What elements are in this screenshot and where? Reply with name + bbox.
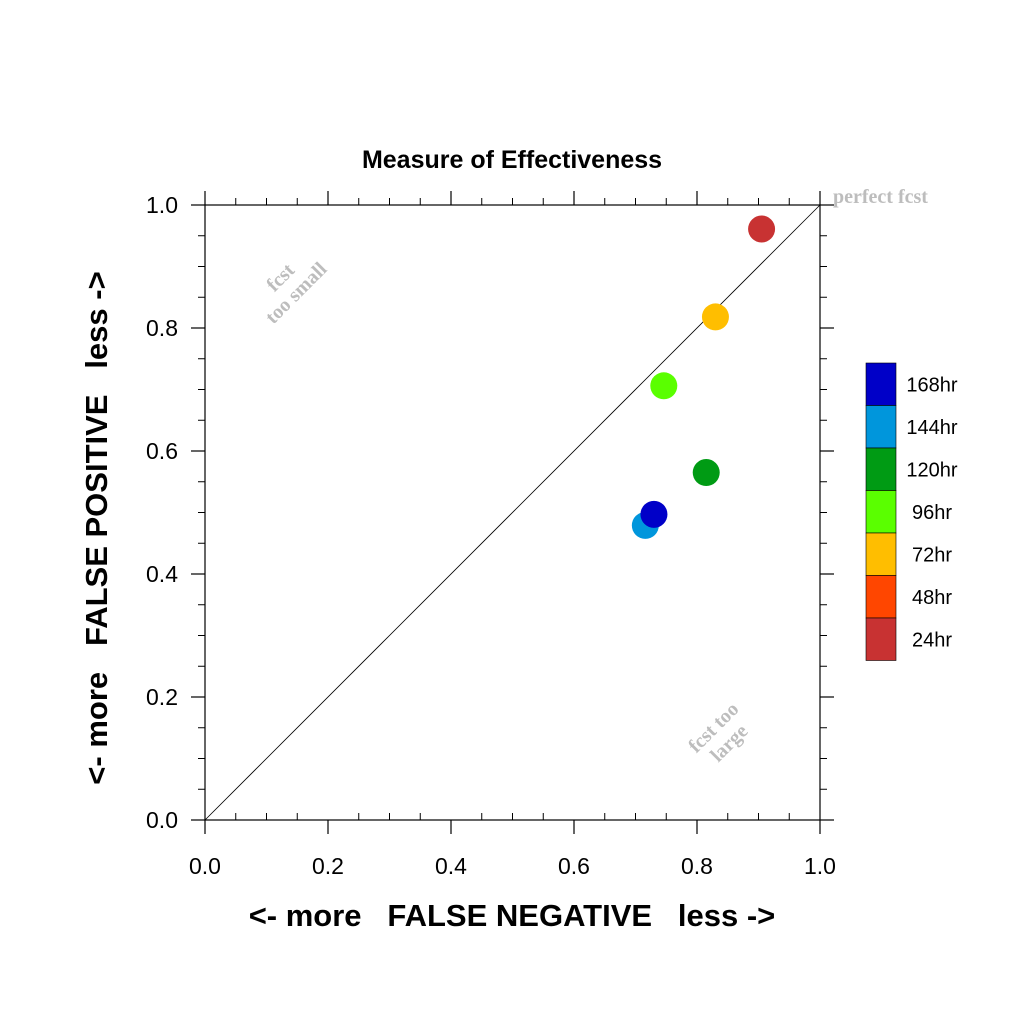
annotation-fcst-too-small: fcst too small	[261, 258, 331, 328]
legend-swatch-48hr	[865, 575, 897, 619]
y-tick-label: 0.2	[146, 684, 178, 710]
point-72hr	[701, 303, 729, 331]
y-tick-label: 0.0	[146, 807, 178, 833]
y-axis-label: <- more FALSE POSITIVE less ->	[79, 271, 114, 784]
legend-swatch-120hr	[865, 447, 897, 491]
legend: 168hr 144hr 120hr 96hr 72hr 48hr 24hr	[865, 362, 958, 661]
annotation-perfect-fcst: perfect fcst	[833, 186, 928, 208]
x-tick-label: 0.2	[312, 853, 344, 879]
x-tick-labels: 0.0 0.2 0.4 0.6 0.8 1.0	[189, 853, 836, 879]
annotation-too-small-line-2: too small	[261, 258, 331, 328]
point-24hr	[748, 215, 776, 243]
x-tick-label: 0.6	[558, 853, 590, 879]
point-96hr	[650, 372, 678, 400]
x-tick-label: 1.0	[804, 853, 836, 879]
legend-swatch-168hr	[865, 362, 897, 406]
y-tick-labels: 0.0 0.2 0.4 0.6 0.8 1.0	[146, 192, 178, 833]
legend-swatch-72hr	[865, 532, 897, 576]
data-points	[631, 215, 776, 539]
legend-swatch-24hr	[865, 617, 897, 661]
point-120hr	[692, 459, 720, 487]
legend-swatch-96hr	[865, 490, 897, 534]
major-ticks	[191, 191, 834, 834]
x-tick-label: 0.0	[189, 853, 221, 879]
legend-label-144hr: 144hr	[906, 417, 957, 439]
legend-label-96hr: 96hr	[912, 502, 952, 524]
y-tick-label: 0.8	[146, 315, 178, 341]
y-tick-label: 0.4	[146, 561, 178, 587]
x-tick-label: 0.8	[681, 853, 713, 879]
legend-label-168hr: 168hr	[906, 374, 957, 396]
legend-swatch-144hr	[865, 405, 897, 449]
legend-label-48hr: 48hr	[912, 587, 952, 609]
y-tick-label: 1.0	[146, 192, 178, 218]
legend-label-24hr: 24hr	[912, 629, 952, 651]
annotation-fcst-too-large: fcst too large	[684, 698, 752, 766]
y-tick-label: 0.6	[146, 438, 178, 464]
x-axis-label: <- more FALSE NEGATIVE less ->	[249, 898, 776, 933]
minor-ticks	[198, 198, 827, 820]
x-tick-label: 0.4	[435, 853, 467, 879]
legend-label-72hr: 72hr	[912, 544, 952, 566]
point-168hr	[640, 500, 668, 528]
chart-title: Measure of Effectiveness	[362, 146, 662, 174]
legend-label-120hr: 120hr	[906, 459, 957, 481]
